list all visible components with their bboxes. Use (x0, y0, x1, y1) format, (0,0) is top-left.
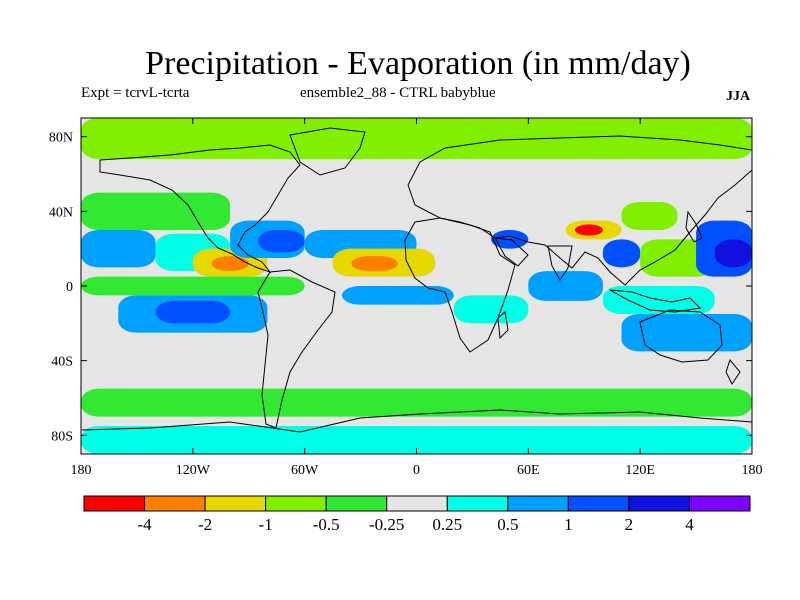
x-tick-label-3: 0 (413, 463, 420, 478)
coastline-antarctica (81, 409, 753, 433)
field-patch-1 (81, 192, 231, 230)
colorbar-swatch-3 (265, 495, 327, 512)
coastline-india (547, 245, 573, 281)
colorbar-label-1: -2 (198, 515, 212, 534)
colorbar-label-4: -0.25 (369, 515, 404, 534)
x-tick-label-5: 120E (625, 463, 655, 478)
field-patch-24 (714, 239, 752, 268)
field-patch-28 (81, 426, 752, 454)
coastline-new-zealand (725, 358, 741, 385)
field-patch-11 (81, 276, 305, 296)
colorbar-label-5: 0.25 (432, 515, 462, 534)
y-tick-label-0: 80N (49, 131, 73, 146)
x-tick-label-6: 180 (742, 463, 763, 478)
colorbar: -4 -2 -1 -0.5 -0.25 0.25 0.5 1 2 4 (83, 495, 751, 534)
ensemble-label: ensemble2_88 - CTRL babyblue (300, 85, 496, 101)
y-tick-label-3: 40S (51, 355, 73, 370)
y-axis: 80N 40N 0 40S 80S (49, 131, 752, 444)
colorbar-swatch-6 (446, 495, 509, 512)
colorbar-label-2: -1 (259, 515, 273, 534)
colorbar-swatch-8 (567, 495, 630, 512)
colorbar-swatch-7 (507, 495, 569, 512)
field-patch-5 (211, 256, 249, 272)
field-patch-26 (621, 314, 752, 352)
field-patch-2 (81, 230, 156, 268)
colorbar-label-9: 4 (685, 515, 694, 534)
season-label: JJA (726, 89, 751, 104)
coastline-eurasia (407, 135, 753, 286)
coastline-indonesia (609, 289, 702, 313)
field-patch-16 (528, 271, 603, 301)
field-patch-14 (341, 286, 454, 305)
colorbar-label-0: -4 (137, 515, 152, 534)
x-tick-label-1: 120W (176, 463, 211, 478)
figure-title: Precipitation - Evaporation (in mm/day) (145, 45, 691, 82)
field-patch-19 (574, 224, 603, 236)
y-tick-label-4: 80S (51, 429, 73, 444)
x-tick-label-2: 60W (291, 463, 319, 478)
x-axis: 180 120W 60W 0 60E 120E 180 (71, 118, 763, 478)
colorbar-swatch-0 (83, 495, 146, 512)
coastline-north-america (99, 144, 301, 274)
colorbar-swatch-5 (386, 495, 448, 512)
x-tick-label-0: 180 (71, 463, 92, 478)
coastline-africa (404, 217, 516, 353)
colorbar-swatch-2 (204, 495, 267, 512)
experiment-label: Expt = tcrvL-tcrta (81, 85, 190, 101)
field-patch-21 (602, 239, 641, 268)
coastline-south-america (257, 269, 336, 429)
y-tick-label-1: 40N (49, 205, 73, 220)
colorbar-swatch-10 (688, 495, 751, 512)
coastline-layer (81, 127, 753, 433)
y-tick-label-2: 0 (66, 280, 73, 295)
field-patch-20 (621, 202, 678, 230)
field-patch-17 (453, 295, 529, 324)
colorbar-label-3: -0.5 (313, 515, 340, 534)
field-layer (81, 118, 752, 454)
field-patch-7 (258, 230, 305, 253)
field-patch-27 (81, 388, 752, 417)
colorbar-swatch-9 (628, 495, 690, 512)
field-patch-13 (155, 300, 231, 324)
colorbar-label-6: 0.5 (497, 515, 518, 534)
colorbar-label-8: 2 (625, 515, 634, 534)
coastline-greenland (289, 127, 366, 176)
coastline-arabia (494, 237, 529, 267)
coastline-australia (639, 309, 723, 363)
coastline-madagascar (497, 311, 509, 340)
colorbar-swatch-1 (144, 495, 206, 512)
colorbar-swatch-4 (325, 495, 388, 512)
field-patch-10 (351, 256, 398, 272)
field-patch-0 (81, 118, 752, 160)
coastline-japan (685, 210, 703, 243)
colorbar-label-7: 1 (564, 515, 573, 534)
x-tick-label-4: 60E (517, 463, 540, 478)
